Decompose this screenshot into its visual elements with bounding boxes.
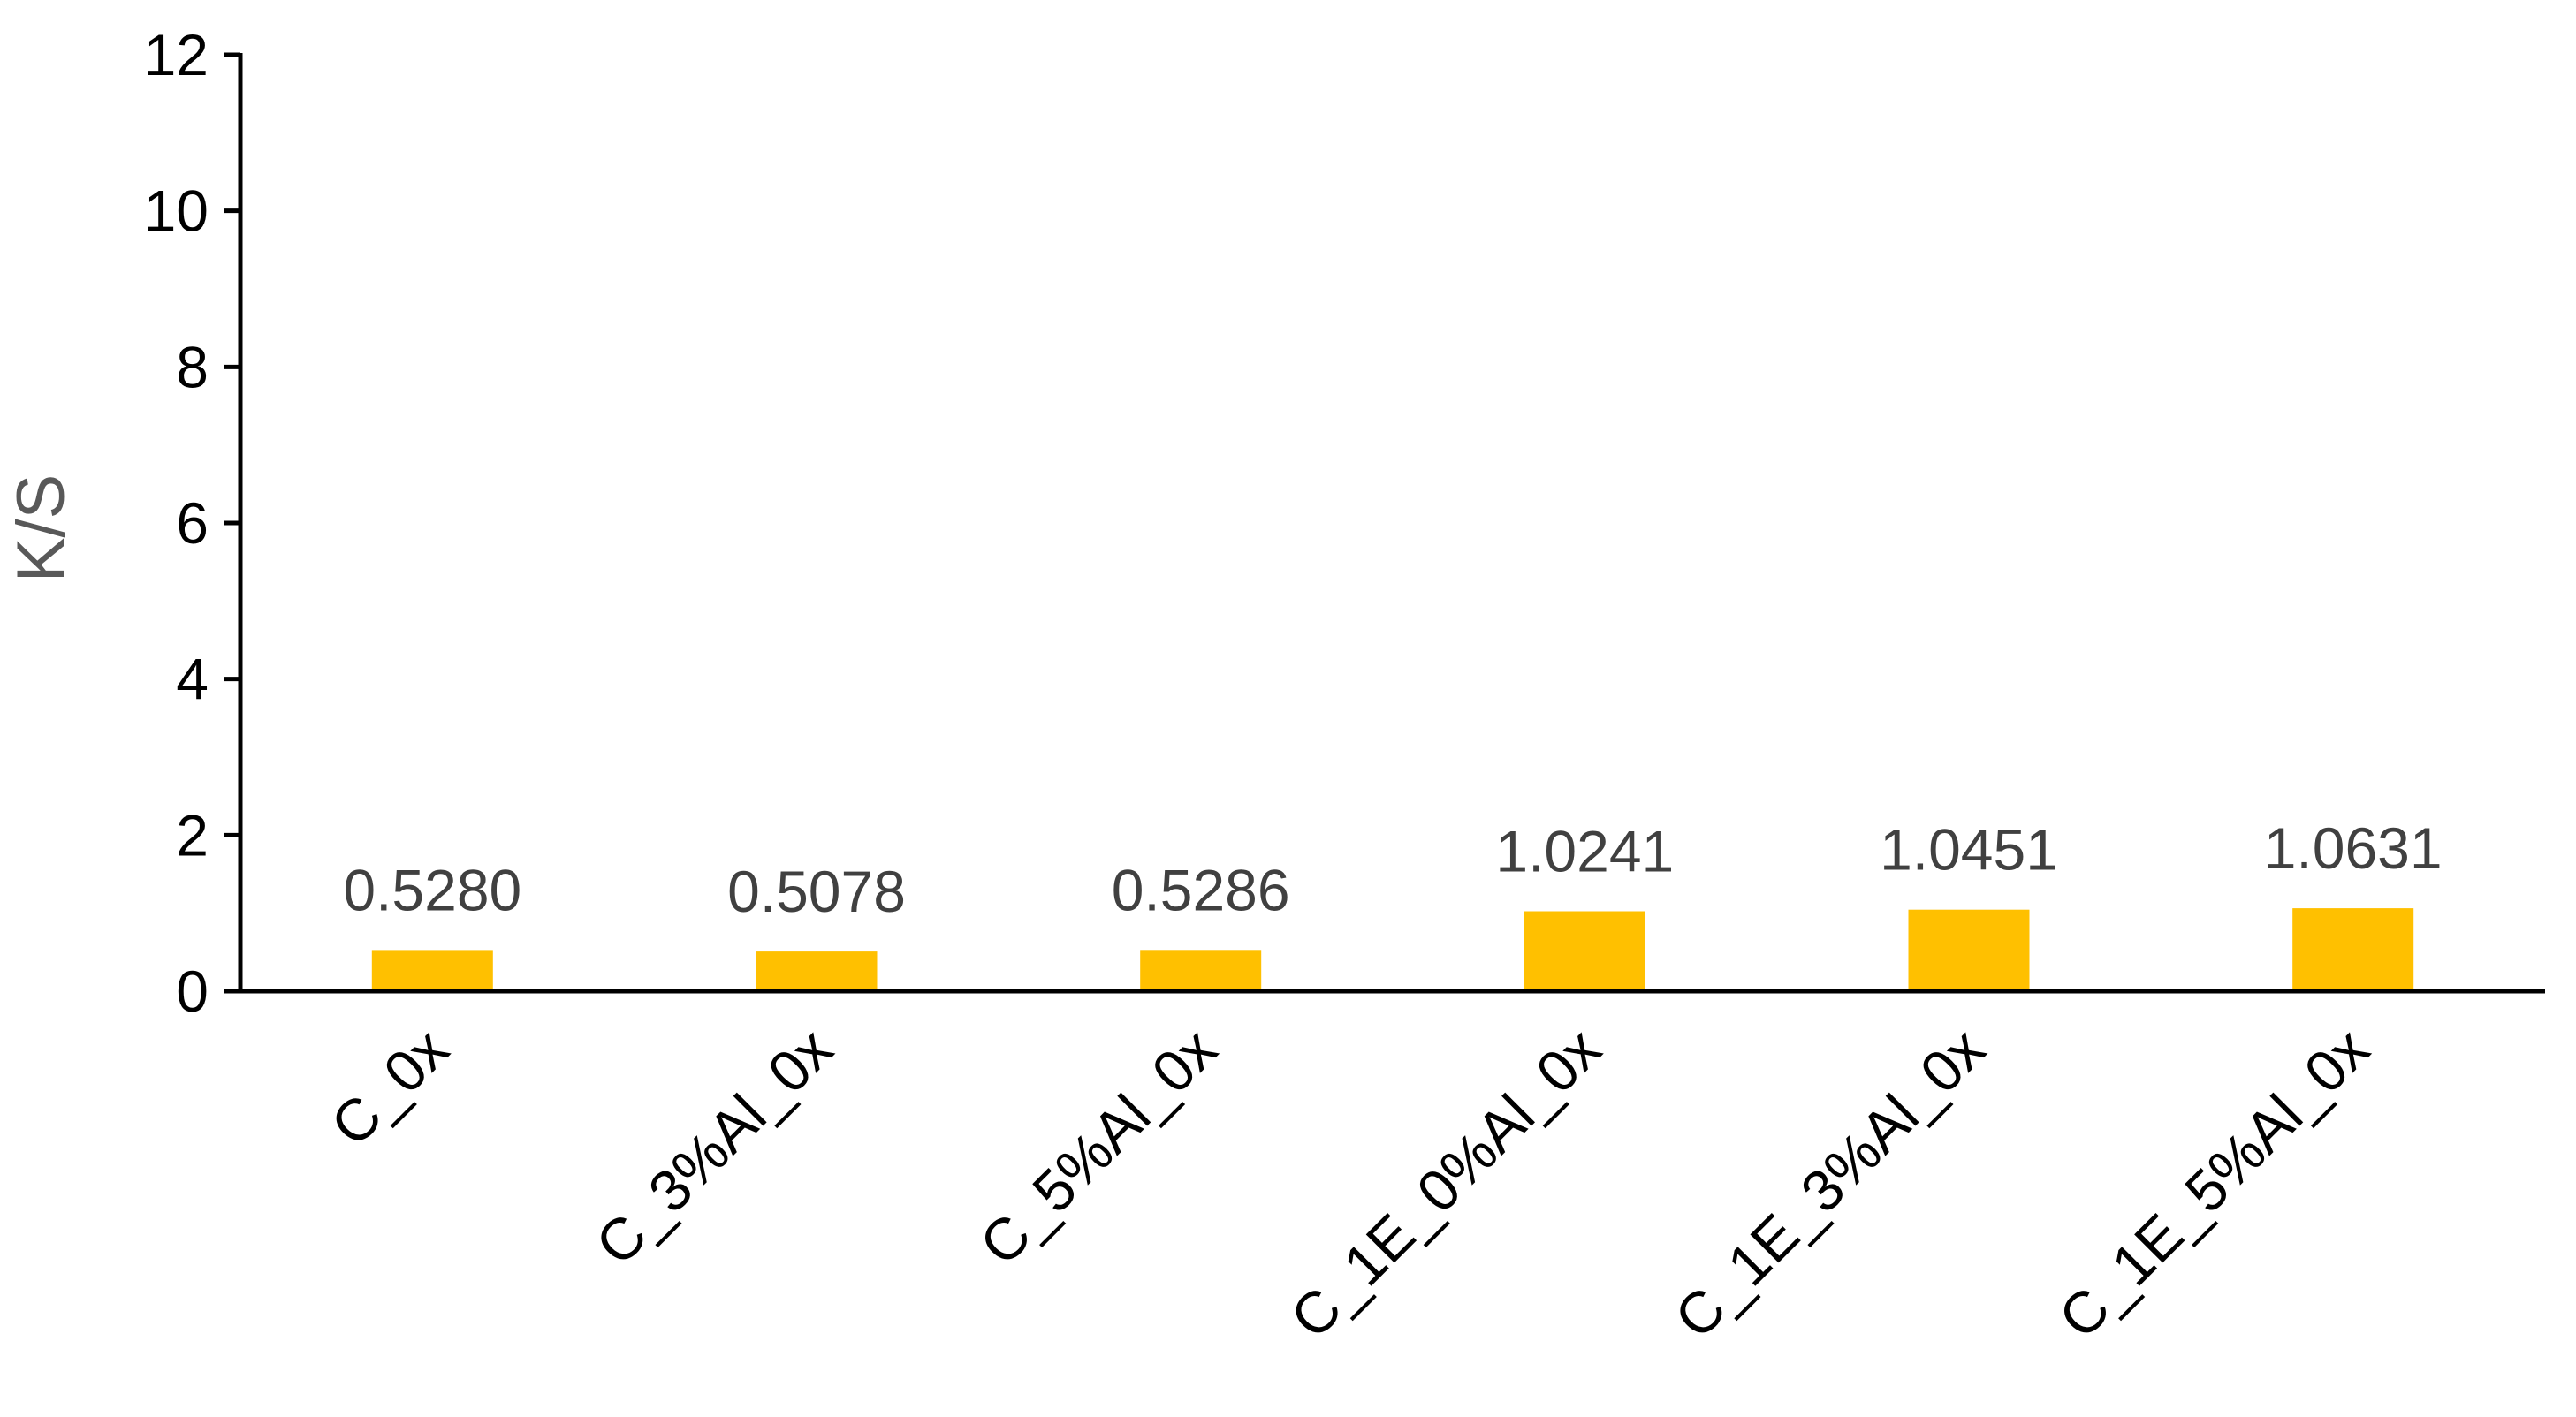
data-label-1: 0.5280 — [343, 857, 521, 922]
bar-2 — [756, 951, 878, 991]
y-tick-label-12: 12 — [144, 22, 209, 87]
y-tick-label-6: 6 — [176, 490, 209, 556]
data-label-4: 1.0241 — [1495, 819, 1674, 884]
y-tick-label-4: 4 — [176, 647, 209, 712]
y-tick-label-8: 8 — [176, 334, 209, 399]
x-labels-layer: C_0x C_3%Al_0x C_5%Al_0x C_1E_0%Al_0x C_1E_3… — [318, 1016, 2382, 1351]
bar-5 — [1908, 909, 2030, 991]
data-label-6: 1.0631 — [2264, 815, 2443, 881]
x-category-label-3: C_5%Al_0x — [967, 1016, 1228, 1277]
y-axis-title-group: K/S — [4, 474, 79, 583]
bar-1 — [371, 950, 493, 991]
bars-layer — [371, 908, 2414, 991]
data-labels-layer: 0.5280 0.5078 0.5286 1.0241 1.0451 1.0631 — [343, 815, 2442, 924]
data-label-5: 1.0451 — [1880, 817, 2058, 883]
axes-layer — [238, 53, 2545, 994]
data-label-2: 0.5078 — [727, 859, 906, 924]
x-category-label-1: C_0x — [318, 1016, 460, 1158]
bar-4 — [1524, 911, 1645, 991]
x-category-label-5: C_1E_3%Al_0x — [1662, 1016, 1997, 1351]
y-tick-label-2: 2 — [176, 802, 209, 868]
y-tick-label-10: 10 — [144, 178, 209, 244]
y-axis-title: K/S — [4, 474, 79, 583]
y-tick-label-0: 0 — [176, 959, 209, 1024]
x-category-label-4: C_1E_0%Al_0x — [1278, 1016, 1613, 1351]
data-label-3: 0.5286 — [1112, 857, 1290, 922]
x-category-label-2: C_3%Al_0x — [583, 1016, 845, 1277]
y-ticks-layer: 0 2 4 6 8 10 12 — [144, 22, 240, 1024]
bar-3 — [1140, 950, 1262, 991]
x-category-label-6: C_1E_5%Al_0x — [2046, 1016, 2381, 1351]
bar-6 — [2292, 908, 2414, 991]
